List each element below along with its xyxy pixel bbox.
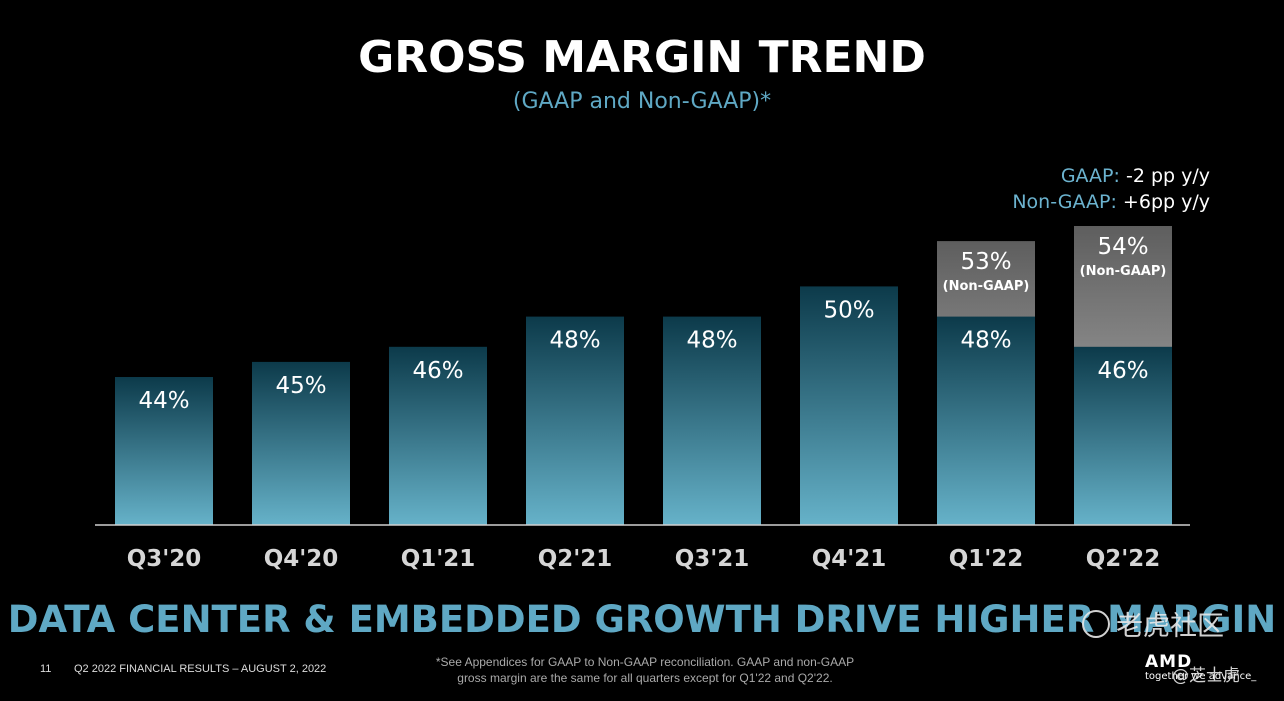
gaap-change-annotation: GAAP: -2 pp y/y (1061, 165, 1210, 187)
nongaap-change-annotation: Non-GAAP: +6pp y/y (1012, 191, 1210, 213)
gaap-change-value: -2 pp y/y (1119, 165, 1210, 187)
bar-gaap (937, 316, 1035, 525)
x-tick-label: Q4'20 (264, 546, 339, 572)
gaap-change-label: GAAP: (1060, 165, 1120, 187)
x-tick-label: Q1'21 (401, 546, 476, 572)
bar-gaap (1074, 346, 1172, 525)
gross-margin-bar-chart: 44% 45% 46% 48% 48% 50% 53% (Non-GAAP) 48% 54% (No… (95, 226, 1190, 572)
footer-report-title: Q2 2022 FINANCIAL RESULTS – AUGUST 2, 20… (74, 663, 327, 675)
watermark-text: 老虎社区 (1116, 611, 1224, 642)
logo-brand: AMD (1145, 652, 1193, 672)
tagline-headline: DATA CENTER & EMBEDDED GROWTH DRIVE HIGH… (7, 598, 1277, 641)
bar-label-gaap: 48% (686, 328, 737, 354)
x-tick-label: Q1'22 (949, 546, 1024, 572)
amd-logo: AMD together we advance_ (1145, 652, 1256, 682)
bar-gaap (389, 346, 487, 525)
bar-gaap (663, 316, 761, 525)
footnote-line-2: gross margin are the same for all quarte… (457, 671, 833, 685)
x-tick-label: Q3'20 (127, 546, 202, 572)
watermark: 老虎社区 (1082, 604, 1224, 643)
footnote: *See Appendices for GAAP to Non-GAAP rec… (410, 654, 880, 686)
bar-label-nongaap: 53% (960, 249, 1011, 275)
page-subtitle: (GAAP and Non-GAAP)* (512, 89, 772, 114)
logo-tagline: together we advance_ (1145, 671, 1257, 682)
bar-label-gaap: 45% (275, 373, 326, 399)
bar-gaap (115, 377, 213, 525)
nongaap-change-value: +6pp y/y (1116, 191, 1210, 213)
page-title: GROSS MARGIN TREND (358, 32, 926, 83)
page-number: 11 (40, 663, 52, 675)
bar-label-gaap: 48% (960, 328, 1011, 354)
x-tick-label: Q3'21 (675, 546, 750, 572)
bar-gaap (800, 286, 898, 525)
nongaap-change-label: Non-GAAP: (1012, 191, 1117, 213)
x-tick-label: Q2'21 (538, 546, 613, 572)
bar-label-gaap: 46% (412, 358, 463, 384)
bar-gaap (526, 316, 624, 525)
footnote-line-1: *See Appendices for GAAP to Non-GAAP rec… (435, 655, 855, 669)
bar-label-gaap: 46% (1097, 358, 1148, 384)
watermark-handle: @芝士虎 (1172, 666, 1240, 686)
bar-sublabel-nongaap: (Non-GAAP) (943, 279, 1030, 294)
bar-label-gaap: 48% (549, 328, 600, 354)
bar-gaap (252, 361, 350, 525)
tiger-community-icon (1082, 609, 1110, 638)
bar-label-gaap: 50% (823, 297, 874, 323)
bar-label-nongaap: 54% (1097, 234, 1148, 260)
x-tick-label: Q2'22 (1086, 546, 1161, 572)
bar-sublabel-nongaap: (Non-GAAP) (1080, 264, 1167, 279)
x-tick-label: Q4'21 (812, 546, 887, 572)
bar-label-gaap: 44% (138, 388, 189, 414)
